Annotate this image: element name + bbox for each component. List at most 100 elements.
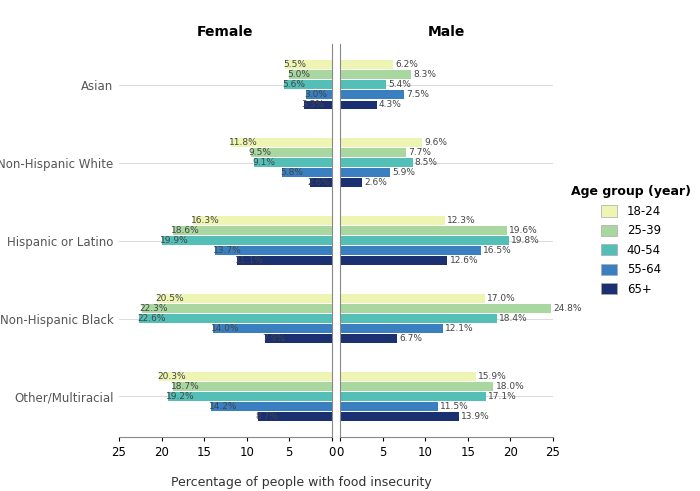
Text: 19.9%: 19.9% xyxy=(160,236,189,245)
Bar xyxy=(340,216,445,225)
Text: 6.2%: 6.2% xyxy=(395,60,418,69)
Text: 5.8%: 5.8% xyxy=(280,168,303,177)
Title: Female: Female xyxy=(197,25,253,39)
Bar xyxy=(251,148,332,157)
Bar xyxy=(139,314,332,323)
Text: 11.5%: 11.5% xyxy=(440,402,469,411)
Bar xyxy=(158,294,332,303)
Bar xyxy=(340,158,412,167)
Bar xyxy=(169,392,332,401)
Text: 9.5%: 9.5% xyxy=(248,148,272,157)
Text: 19.8%: 19.8% xyxy=(511,236,540,245)
Text: 14.2%: 14.2% xyxy=(209,402,237,411)
Text: 7.7%: 7.7% xyxy=(408,148,431,157)
Bar xyxy=(340,304,552,313)
Bar xyxy=(340,101,377,109)
Text: 12.1%: 12.1% xyxy=(445,324,474,333)
Bar xyxy=(340,138,422,147)
Text: 9.6%: 9.6% xyxy=(424,138,447,147)
Bar xyxy=(304,101,332,109)
Text: 11.8%: 11.8% xyxy=(229,138,258,147)
Text: 17.1%: 17.1% xyxy=(488,392,517,401)
Bar xyxy=(340,256,447,265)
Bar xyxy=(162,236,332,245)
Text: 19.6%: 19.6% xyxy=(509,226,538,235)
Bar xyxy=(231,138,332,147)
Text: Percentage of people with food insecurity: Percentage of people with food insecurit… xyxy=(171,476,431,489)
Text: 9.1%: 9.1% xyxy=(252,158,275,167)
Bar xyxy=(265,334,332,343)
Text: 5.0%: 5.0% xyxy=(287,70,310,79)
Text: 19.2%: 19.2% xyxy=(166,392,195,401)
Text: 18.7%: 18.7% xyxy=(171,382,199,391)
Bar xyxy=(340,178,363,188)
Bar xyxy=(213,324,332,333)
Bar xyxy=(340,334,398,343)
Bar xyxy=(159,372,332,381)
Text: 24.8%: 24.8% xyxy=(554,304,582,313)
Text: 15.9%: 15.9% xyxy=(477,372,506,381)
Text: 22.6%: 22.6% xyxy=(137,314,166,323)
Bar xyxy=(340,412,458,421)
Text: 18.4%: 18.4% xyxy=(499,314,528,323)
Text: 8.5%: 8.5% xyxy=(414,158,438,167)
Text: 6.7%: 6.7% xyxy=(400,334,422,343)
Text: 14.0%: 14.0% xyxy=(211,324,239,333)
Bar xyxy=(340,246,481,255)
Text: 12.6%: 12.6% xyxy=(449,256,478,265)
Text: 22.3%: 22.3% xyxy=(140,304,168,313)
Text: 5.9%: 5.9% xyxy=(393,168,416,177)
Bar xyxy=(340,236,509,245)
Bar xyxy=(289,70,332,79)
Text: 18.6%: 18.6% xyxy=(172,226,200,235)
Text: 11.1%: 11.1% xyxy=(235,256,264,265)
Text: 7.9%: 7.9% xyxy=(262,334,286,343)
Bar xyxy=(254,158,332,167)
Text: 12.3%: 12.3% xyxy=(447,216,476,225)
Text: 7.5%: 7.5% xyxy=(406,90,429,99)
Bar xyxy=(340,90,404,99)
Text: 18.0%: 18.0% xyxy=(496,382,524,391)
Text: 2.6%: 2.6% xyxy=(365,178,387,188)
Text: 5.6%: 5.6% xyxy=(282,80,305,89)
Text: 13.9%: 13.9% xyxy=(461,412,489,421)
Bar xyxy=(309,178,332,188)
Bar xyxy=(340,168,391,177)
Bar xyxy=(174,226,332,235)
Text: 16.3%: 16.3% xyxy=(191,216,220,225)
Bar xyxy=(340,60,393,69)
Text: 5.5%: 5.5% xyxy=(283,60,306,69)
Legend: 18-24, 25-39, 40-54, 55-64, 65+: 18-24, 25-39, 40-54, 55-64, 65+ xyxy=(568,182,694,300)
Text: 20.3%: 20.3% xyxy=(157,372,186,381)
Bar xyxy=(306,90,332,99)
Text: 17.0%: 17.0% xyxy=(487,294,516,303)
Bar xyxy=(237,256,332,265)
Bar xyxy=(282,168,332,177)
Bar xyxy=(193,216,332,225)
Bar xyxy=(142,304,332,313)
Text: 4.3%: 4.3% xyxy=(379,101,402,109)
Bar xyxy=(340,314,497,323)
Bar xyxy=(340,382,494,391)
Bar xyxy=(340,294,485,303)
Bar xyxy=(215,246,332,255)
Text: 13.7%: 13.7% xyxy=(213,246,241,255)
Bar xyxy=(258,412,332,421)
Bar xyxy=(340,324,443,333)
Text: 3.0%: 3.0% xyxy=(304,90,327,99)
Text: 5.4%: 5.4% xyxy=(389,80,411,89)
Text: 20.5%: 20.5% xyxy=(155,294,184,303)
Text: 16.5%: 16.5% xyxy=(483,246,512,255)
Bar xyxy=(284,80,332,89)
Bar xyxy=(340,392,486,401)
Bar xyxy=(211,402,332,411)
Text: 2.6%: 2.6% xyxy=(307,178,330,188)
Bar xyxy=(340,70,411,79)
Title: Male: Male xyxy=(428,25,466,39)
Bar xyxy=(173,382,332,391)
Text: 3.3%: 3.3% xyxy=(302,101,325,109)
Bar xyxy=(340,372,475,381)
Text: 8.7%: 8.7% xyxy=(256,412,279,421)
Bar xyxy=(285,60,332,69)
Bar xyxy=(340,402,438,411)
